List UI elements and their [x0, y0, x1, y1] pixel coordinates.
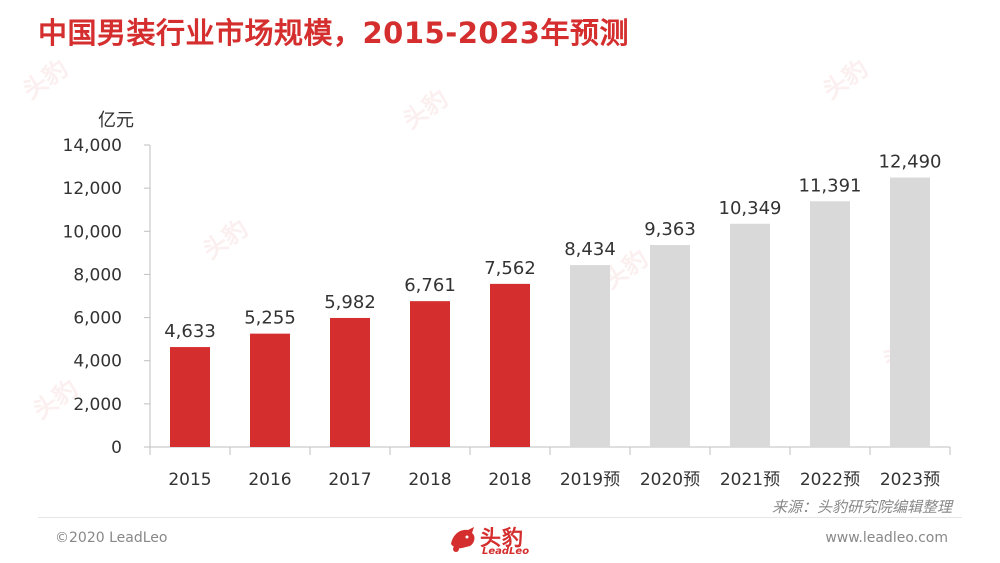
- x-tick-label: 2018: [488, 470, 531, 490]
- bar: [410, 301, 450, 447]
- data-label: 4,633: [164, 321, 216, 342]
- data-label: 7,562: [484, 258, 536, 279]
- x-tick-label: 2023预: [880, 470, 940, 490]
- x-tick-label: 2022预: [800, 470, 860, 490]
- x-tick-label: 2020预: [640, 470, 700, 490]
- y-tick-label: 0: [111, 438, 122, 458]
- y-tick-label: 8,000: [73, 265, 122, 285]
- data-label: 12,490: [879, 152, 942, 173]
- copyright-text: ©2020 LeadLeo: [55, 530, 168, 546]
- data-label: 11,391: [799, 175, 862, 196]
- bar: [730, 223, 770, 447]
- website-link[interactable]: www.leadleo.com: [825, 530, 948, 546]
- x-tick-label: 2019预: [560, 470, 620, 490]
- bar: [250, 333, 290, 447]
- data-label: 5,982: [324, 292, 376, 313]
- x-tick-label: 2018: [408, 470, 451, 490]
- source-note: 来源：头豹研究院编辑整理: [771, 498, 952, 516]
- x-tick-label: 2016: [248, 470, 291, 490]
- data-label: 8,434: [564, 239, 616, 260]
- y-tick-label: 6,000: [73, 309, 122, 329]
- y-tick-label: 4,000: [73, 352, 122, 372]
- y-tick-label: 10,000: [63, 222, 122, 242]
- footer-divider: [38, 517, 962, 518]
- x-tick-label: 2017: [328, 470, 371, 490]
- y-tick-label: 12,000: [63, 179, 122, 199]
- x-tick-label: 2015: [168, 470, 211, 490]
- data-label: 9,363: [644, 219, 696, 240]
- logo-english: LeadLeo: [482, 546, 530, 557]
- bar: [650, 245, 690, 447]
- x-tick-label: 2021预: [720, 470, 780, 490]
- bar: [330, 317, 370, 447]
- chart-title: 中国男装行业市场规模，2015-2023年预测: [38, 16, 629, 50]
- logo-chinese: 头豹: [480, 526, 524, 550]
- data-label: 5,255: [244, 308, 296, 329]
- leadleo-logo: 头豹 LeadLeo: [448, 522, 558, 558]
- bar: [890, 177, 930, 447]
- data-label: 6,761: [404, 275, 456, 296]
- bar: [490, 283, 530, 447]
- y-tick-label: 2,000: [73, 395, 122, 415]
- y-axis-unit: 亿元: [98, 110, 134, 131]
- data-label: 10,349: [719, 198, 782, 219]
- leopard-logo-icon: [451, 527, 475, 552]
- bar: [570, 265, 610, 447]
- bar: [810, 201, 850, 447]
- bar: [170, 347, 210, 447]
- y-tick-label: 14,000: [63, 136, 122, 156]
